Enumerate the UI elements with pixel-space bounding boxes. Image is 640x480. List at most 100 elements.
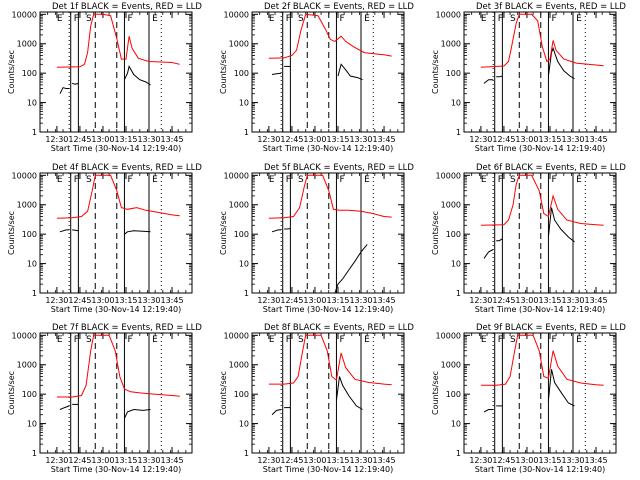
segment-label: F [74,335,79,345]
x-tick-label: 13:15 [326,296,349,305]
x-tick-label: 12:30 [257,456,280,465]
x-tick-label: 13:00 [515,456,538,465]
y-tick-label: 10000 [224,331,249,340]
panel-title: Det 9f BLACK = Events, RED = LLD [476,323,626,333]
x-tick-label: 12:30 [257,135,280,144]
x-tick-label: 13:15 [538,135,561,144]
y-tick-label: 10000 [436,331,461,340]
y-tick-label: 10 [27,99,37,108]
x-tick-label: 13:00 [303,456,326,465]
panel-title: Det 6f BLACK = Events, RED = LLD [476,163,626,173]
x-tick-label: 13:45 [373,456,396,465]
x-axis-label: Start Time (30-Nov-14 12:19:40) [475,305,605,314]
panel-title: Det 1f BLACK = Events, RED = LLD [52,2,202,12]
series-events [59,229,151,235]
x-tick-label: 12:30 [469,296,492,305]
series-line-events [547,207,575,243]
series-lld [56,334,180,398]
segment-label: F [552,14,557,24]
y-tick-label: 1 [244,128,249,137]
x-tick-label: 12:30 [45,456,68,465]
y-tick-label: 10000 [436,171,461,180]
x-axis-label: Start Time (30-Nov-14 12:19:40) [51,305,181,314]
series-line-events [496,75,503,78]
segment-label: E [57,175,63,185]
x-tick-label: 13:45 [161,296,184,305]
segment-label: E [57,14,63,24]
segment-label: E [481,175,487,185]
series-line-events [547,46,575,80]
x-tick-label: 13:30 [349,456,372,465]
y-tick-label: 10 [239,260,249,269]
segment-label: F [128,335,133,345]
panel-det-1: Det 1f BLACK = Events, RED = LLD 1 10 100 10… [7,2,202,153]
x-tick-label: 12:45 [280,456,303,465]
x-tick-label: 13:30 [349,296,372,305]
y-tick-label: 10 [451,99,461,108]
y-tick-label: 100 [234,390,249,399]
x-tick-label: 13:00 [303,135,326,144]
panel-title: Det 4f BLACK = Events, RED = LLD [52,163,202,173]
x-tick-label: 12:45 [68,296,91,305]
x-tick-label: 13:15 [326,135,349,144]
x-tick-label: 13:00 [91,296,114,305]
segment-label: E [269,335,275,345]
segment-label: S [86,14,92,24]
series-events [271,376,363,416]
panel-det-8: Det 8f BLACK = Events, RED = LLD 1 10 100 10… [219,323,414,474]
x-axis-label: Start Time (30-Nov-14 12:19:40) [263,305,393,314]
series-line-events [59,405,70,410]
segment-label: S [510,335,516,345]
y-axis-label: Counts/sec [7,371,16,415]
x-axis-label: Start Time (30-Nov-14 12:19:40) [263,144,393,153]
x-tick-label: 13:30 [561,296,584,305]
y-tick-label: 1 [32,128,37,137]
x-tick-label: 12:45 [492,456,515,465]
series-line-events [123,65,151,86]
panel-title: Det 7f BLACK = Events, RED = LLD [52,323,202,333]
series-line-events [334,244,368,293]
series-line-events [483,409,494,413]
plot-frame [251,11,405,133]
y-tick-label: 100 [234,69,249,78]
y-axis-label: Counts/sec [7,50,16,94]
x-tick-label: 13:30 [561,135,584,144]
segment-label: E [576,175,582,185]
y-tick-label: 1000 [17,40,37,49]
x-tick-label: 13:00 [91,456,114,465]
series-lld [56,13,180,68]
y-tick-label: 1000 [229,40,249,49]
y-tick-label: 1 [32,289,37,298]
x-axis-label: Start Time (30-Nov-14 12:19:40) [51,465,181,474]
y-tick-label: 1000 [229,361,249,370]
segment-label: F [74,14,79,24]
segment-label: F [286,175,291,185]
y-tick-label: 10000 [224,10,249,19]
segment-label: F [552,335,557,345]
panel-det-6: Det 6f BLACK = Events, RED = LLD 1 10 100 10… [431,163,626,314]
x-tick-label: 12:45 [68,456,91,465]
segment-label: E [364,14,370,24]
series-line-lld [56,334,180,398]
x-tick-label: 12:45 [492,296,515,305]
series-events [271,63,363,81]
y-tick-label: 10 [27,260,37,269]
x-tick-label: 12:30 [45,135,68,144]
series-line-lld [480,334,604,386]
x-tick-label: 13:15 [326,456,349,465]
y-tick-label: 10 [451,420,461,429]
y-tick-label: 100 [446,230,461,239]
y-tick-label: 10000 [436,10,461,19]
panel-det-2: Det 2f BLACK = Events, RED = LLD 1 10 100 10… [219,2,414,153]
x-tick-label: 12:45 [280,296,303,305]
segment-label: F [498,175,503,185]
plot-frame [463,172,617,294]
series-line-events [337,63,363,81]
x-tick-label: 13:15 [538,296,561,305]
panel-det-9: Det 9f BLACK = Events, RED = LLD 1 10 100 10… [431,323,626,474]
y-tick-label: 1000 [441,201,461,210]
segment-label: F [74,175,79,185]
series-events [59,403,151,419]
y-tick-label: 1 [456,289,461,298]
